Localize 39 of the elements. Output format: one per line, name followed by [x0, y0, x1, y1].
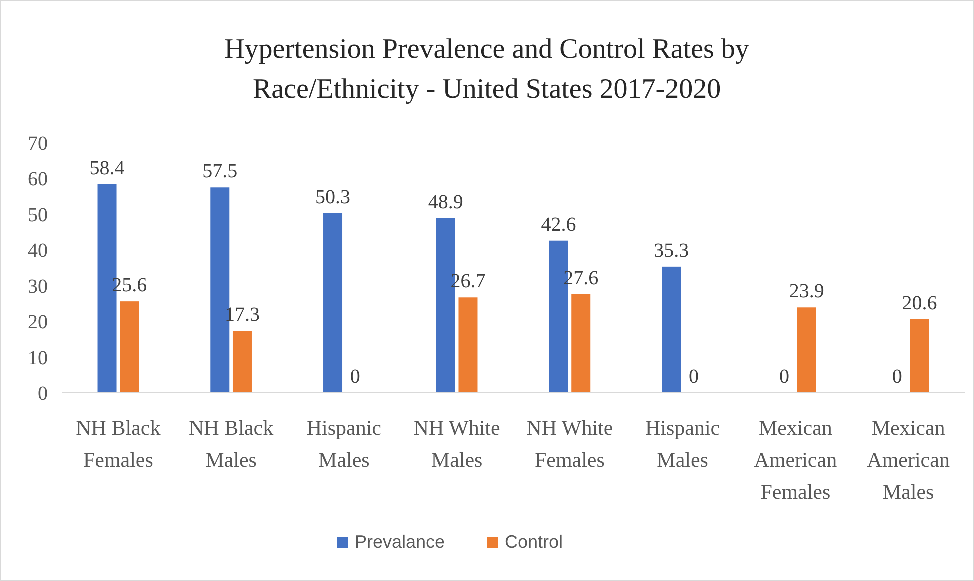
x-tick-label: NH White Females — [526, 416, 614, 472]
data-label: 0 — [350, 366, 360, 388]
y-tick-label: 70 — [28, 133, 48, 155]
y-tick-label: 20 — [28, 312, 48, 334]
bar — [232, 331, 252, 393]
bar — [797, 308, 816, 393]
y-tick-label: 30 — [28, 276, 48, 298]
data-label: 57.5 — [202, 160, 238, 183]
x-tick-label: Mexican American Males — [867, 416, 950, 504]
data-label: 42.6 — [541, 214, 576, 236]
bar — [572, 294, 591, 393]
x-tick-label: Hispanic Males — [645, 416, 720, 472]
bar — [120, 302, 140, 393]
data-label: 23.9 — [789, 280, 824, 303]
data-label: 50.3 — [316, 186, 351, 208]
x-tick-label: NH Black Females — [76, 416, 162, 472]
y-tick-label: 10 — [28, 347, 48, 370]
data-label: 20.6 — [902, 292, 938, 314]
y-tick-label: 0 — [38, 383, 48, 405]
bar — [910, 319, 930, 393]
bar — [324, 213, 343, 393]
legend-label: Prevalance — [355, 532, 446, 552]
data-label: 0 — [892, 366, 902, 388]
x-tick-label: NH White Males — [414, 416, 500, 472]
x-tick-label: Mexican American Females — [754, 416, 838, 504]
y-tick-label: 60 — [28, 168, 48, 191]
bar — [662, 266, 682, 393]
data-label: 48.9 — [428, 191, 464, 214]
data-label: 35.3 — [654, 240, 690, 262]
y-tick-label: 50 — [28, 204, 48, 226]
y-tick-label: 40 — [28, 240, 48, 262]
x-tick-label: Hispanic Males — [306, 416, 382, 472]
legend-label: Control — [505, 532, 564, 552]
data-label: 0 — [688, 366, 699, 388]
bar — [458, 298, 478, 393]
x-tick-label: NH Black Males — [189, 416, 274, 472]
chart-title: Hypertension Prevalence and Control Rates by Race/Ethnicity - United States 2017-2020 — [224, 34, 750, 105]
data-label: 58.4 — [90, 157, 125, 180]
data-label: 0 — [780, 366, 790, 388]
